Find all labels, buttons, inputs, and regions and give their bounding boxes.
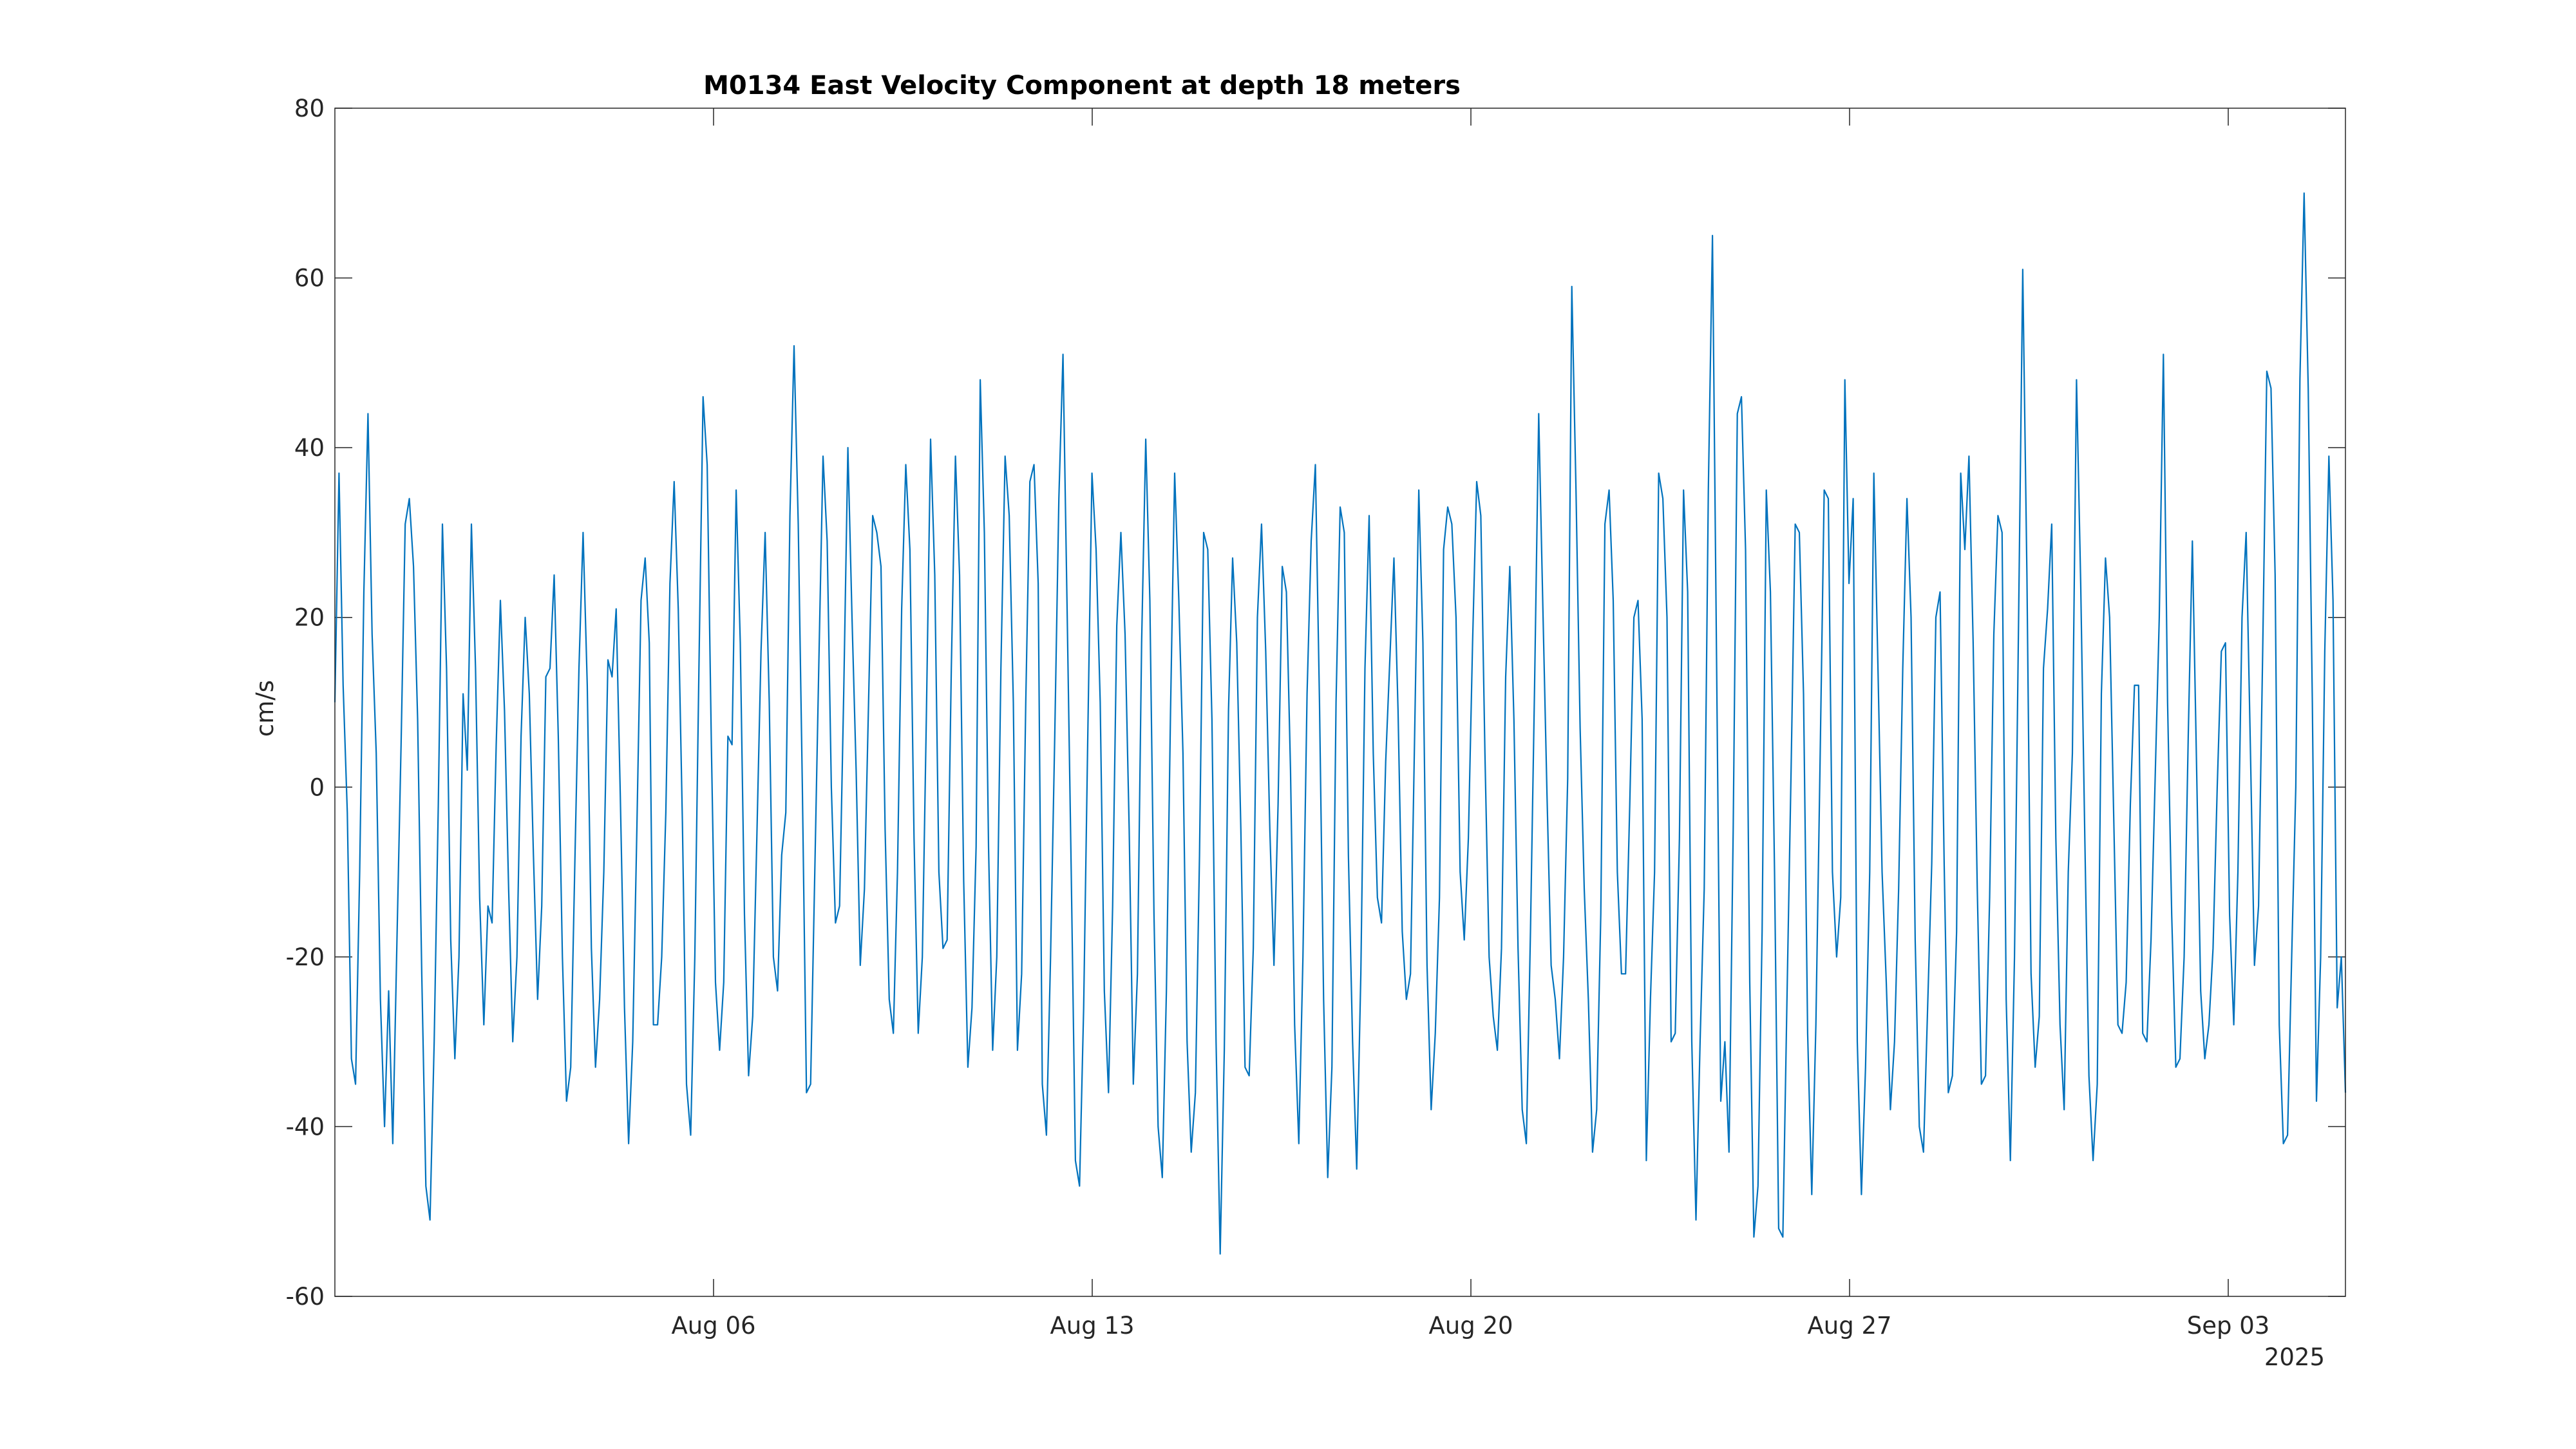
y-tick-label: -60: [286, 1283, 325, 1311]
y-axis-label: cm/s: [251, 680, 279, 737]
x-axis-ticks: Aug 06 Aug 13 Aug 20 Aug 27 Sep 03: [671, 108, 2269, 1340]
x-tick-label: Sep 03: [2187, 1312, 2270, 1340]
y-tick-label: 60: [294, 265, 325, 292]
y-tick-label: -40: [286, 1113, 325, 1141]
x-tick-label: Aug 13: [1050, 1312, 1134, 1340]
x-tick-label: Aug 20: [1428, 1312, 1513, 1340]
x-tick-label: Aug 06: [671, 1312, 755, 1340]
chart-title: M0134 East Velocity Component at depth 1…: [703, 71, 1461, 100]
x-axis-secondary-label: 2025: [2264, 1343, 2325, 1371]
x-tick-label: Aug 27: [1807, 1312, 1891, 1340]
y-tick-label: 40: [294, 434, 325, 462]
y-tick-label: 20: [294, 604, 325, 632]
y-axis-ticks: -60 -40 -20 0 20 40 60 80: [286, 95, 2345, 1311]
y-tick-label: 80: [294, 95, 325, 122]
series-line: [334, 192, 2347, 1255]
y-tick-label: -20: [286, 943, 325, 971]
plot-area-box: [334, 108, 2346, 1297]
y-tick-label: 0: [309, 773, 325, 801]
